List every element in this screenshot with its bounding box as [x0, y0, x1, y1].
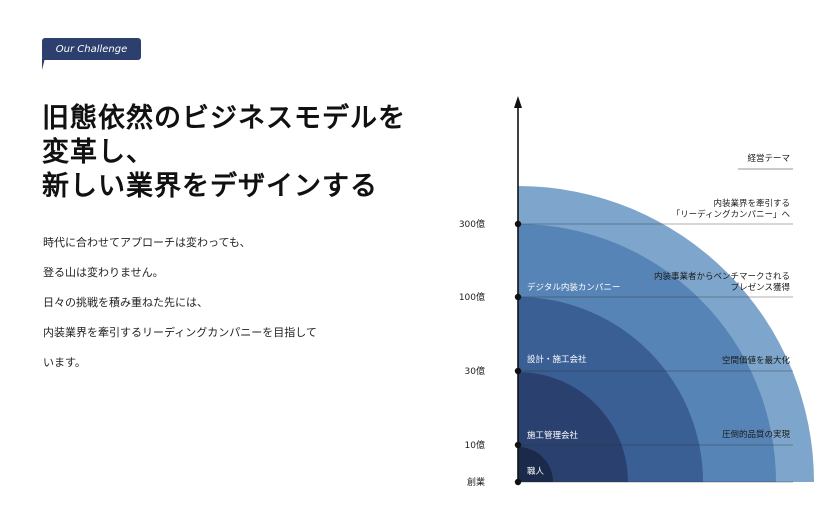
axis-arrow-icon	[514, 96, 522, 108]
axis-level-label: 10億	[465, 439, 485, 451]
stage-label: 設計・施工会社	[527, 354, 587, 365]
theme-label: 圧倒的品質の実現	[722, 429, 791, 440]
growth-band	[518, 447, 553, 482]
theme-label: プレゼンス獲得	[731, 282, 791, 293]
body-line: 日々の挑戦を積み重ねた先には、	[43, 296, 208, 309]
axis-level-label: 30億	[465, 365, 485, 377]
body-line: 内装業界を牽引するリーディングカンパニーを目指して	[43, 326, 317, 339]
section-badge: Our Challenge	[42, 38, 141, 60]
axis-level-label: 100億	[459, 291, 485, 303]
body-line: 時代に合わせてアプローチは変わっても、	[43, 236, 251, 249]
level-dot	[514, 220, 522, 228]
axis-level-label: 300億	[459, 218, 485, 230]
body-line: 登る山は変わりません。	[43, 266, 164, 279]
stage-label: 職人	[527, 467, 545, 477]
axis-level-label: 創業	[467, 476, 485, 488]
stage-label: デジタル内装カンパニー	[527, 282, 620, 293]
body-line: います。	[43, 356, 86, 369]
theme-label: 「リーディングカンパニー」へ	[672, 209, 791, 220]
theme-label: 空間価値を最大化	[722, 355, 791, 366]
theme-label: 内装業界を牽引する	[713, 198, 790, 209]
headline-line: 新しい業界をデザインする	[42, 171, 378, 202]
level-dot	[514, 441, 522, 449]
headline: 旧態依然のビジネスモデルを 変革し、 新しい業界をデザインする	[42, 102, 406, 204]
level-dot	[514, 293, 522, 301]
level-dot	[514, 478, 522, 486]
level-dot	[514, 367, 522, 375]
theme-label: 内装事業者からベンチマークされる	[654, 271, 790, 282]
theme-header: 経営テーマ	[747, 153, 790, 164]
headline-line: 旧態依然のビジネスモデルを	[42, 103, 406, 134]
stage-label: 施工管理会社	[527, 430, 579, 441]
growth-band	[518, 372, 628, 482]
badge-tail	[42, 58, 45, 70]
badge-label: Our Challenge	[55, 43, 128, 55]
body-paragraph: 時代に合わせてアプローチは変わっても、 登る山は変わりません。 日々の挑戦を積み…	[43, 236, 317, 386]
headline-line: 変革し、	[42, 137, 154, 168]
